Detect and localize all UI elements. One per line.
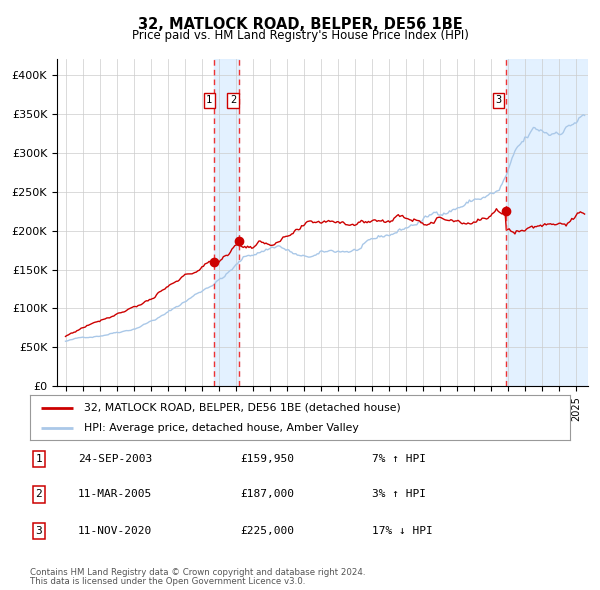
Bar — [506, 59, 588, 386]
Text: 1: 1 — [206, 96, 212, 106]
Text: 32, MATLOCK ROAD, BELPER, DE56 1BE (detached house): 32, MATLOCK ROAD, BELPER, DE56 1BE (deta… — [84, 403, 401, 412]
Text: This data is licensed under the Open Government Licence v3.0.: This data is licensed under the Open Gov… — [30, 578, 305, 586]
Text: 3: 3 — [496, 96, 502, 106]
Text: Price paid vs. HM Land Registry's House Price Index (HPI): Price paid vs. HM Land Registry's House … — [131, 30, 469, 42]
Text: Contains HM Land Registry data © Crown copyright and database right 2024.: Contains HM Land Registry data © Crown c… — [30, 568, 365, 577]
Text: 11-MAR-2005: 11-MAR-2005 — [78, 490, 152, 499]
Text: 2: 2 — [230, 96, 236, 106]
Text: £187,000: £187,000 — [240, 490, 294, 499]
Text: £225,000: £225,000 — [240, 526, 294, 536]
Text: 1: 1 — [35, 454, 43, 464]
Text: 3: 3 — [35, 526, 43, 536]
Text: HPI: Average price, detached house, Amber Valley: HPI: Average price, detached house, Ambe… — [84, 424, 359, 434]
Text: 17% ↓ HPI: 17% ↓ HPI — [372, 526, 433, 536]
Text: 32, MATLOCK ROAD, BELPER, DE56 1BE: 32, MATLOCK ROAD, BELPER, DE56 1BE — [137, 17, 463, 31]
Text: 2: 2 — [35, 490, 43, 499]
Text: 24-SEP-2003: 24-SEP-2003 — [78, 454, 152, 464]
Text: £159,950: £159,950 — [240, 454, 294, 464]
Text: 3% ↑ HPI: 3% ↑ HPI — [372, 490, 426, 499]
Text: 7% ↑ HPI: 7% ↑ HPI — [372, 454, 426, 464]
Bar — [214, 59, 239, 386]
Text: 11-NOV-2020: 11-NOV-2020 — [78, 526, 152, 536]
